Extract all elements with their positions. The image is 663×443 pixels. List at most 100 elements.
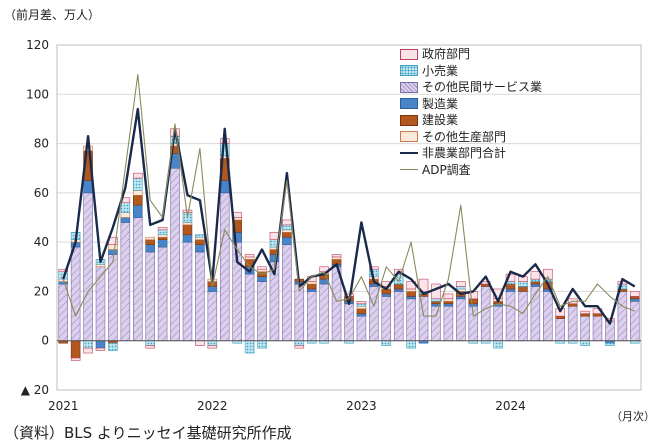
y-tick-label: 60 bbox=[34, 186, 49, 200]
y-tick-label: 80 bbox=[34, 137, 49, 151]
bar-svc-12 bbox=[207, 291, 218, 342]
bar-ret-26 bbox=[381, 340, 392, 346]
bar-ret-12 bbox=[207, 340, 218, 346]
bars bbox=[58, 128, 640, 361]
bar-con-10 bbox=[182, 224, 193, 236]
bar-svc-3 bbox=[95, 266, 106, 342]
bar-oth-18 bbox=[282, 229, 292, 233]
bar-oth-16 bbox=[257, 268, 267, 273]
bar-svc-18 bbox=[282, 244, 292, 342]
bar-svc-40 bbox=[555, 318, 566, 342]
bar-gov-29 bbox=[418, 278, 429, 292]
legend-swatch-oth bbox=[400, 131, 418, 143]
y-tick-label: 100 bbox=[26, 87, 49, 101]
bar-ret-8 bbox=[157, 229, 168, 236]
bar-mfg-20 bbox=[306, 288, 317, 292]
bar-con-46 bbox=[630, 296, 640, 300]
month-label: （月次） bbox=[611, 410, 655, 423]
bar-gov-16 bbox=[257, 266, 267, 270]
bar-svc-41 bbox=[567, 305, 578, 342]
lines bbox=[62, 74, 636, 325]
bar-con-8 bbox=[157, 236, 168, 240]
legend-swatch-mfg bbox=[400, 98, 418, 110]
legend-swatch-gov bbox=[400, 48, 418, 60]
bar-mfg-13 bbox=[219, 180, 230, 194]
legend: 政府部門 小売業 その他民間サービス業 製造業 建設業 その他生産部門 非農業部… bbox=[400, 46, 542, 178]
bar-mfg-8 bbox=[157, 239, 168, 248]
bar-mfg-10 bbox=[182, 234, 193, 243]
legend-line-nfp bbox=[400, 152, 418, 155]
bar-svc-6 bbox=[132, 217, 143, 342]
bar-svc-28 bbox=[406, 298, 416, 342]
legend-label-ret: 小売業 bbox=[422, 63, 459, 78]
bar-svc-32 bbox=[456, 298, 466, 342]
bar-mfg-24 bbox=[356, 313, 367, 317]
bar-mfg-26 bbox=[381, 293, 392, 297]
bar-gov-32 bbox=[456, 281, 466, 287]
bar-svc-26 bbox=[381, 296, 392, 342]
bar-gov-3 bbox=[95, 347, 106, 351]
legend-item-mfg: 製造業 bbox=[400, 96, 542, 113]
bar-gov-24 bbox=[356, 300, 367, 305]
bar-oth-7 bbox=[145, 236, 155, 240]
bar-svc-27 bbox=[393, 291, 404, 342]
bar-svc-2 bbox=[83, 192, 93, 342]
bar-mfg-6 bbox=[132, 204, 143, 218]
bar-ret-42 bbox=[580, 340, 590, 346]
legend-label-gov: 政府部門 bbox=[422, 47, 471, 61]
bar-svc-45 bbox=[617, 291, 628, 342]
bar-mfg-11 bbox=[195, 244, 205, 253]
bar-svc-35 bbox=[493, 305, 503, 342]
bar-mfg-36 bbox=[505, 288, 516, 292]
x-tick-label: 2023 bbox=[346, 399, 377, 413]
bar-oth-8 bbox=[157, 234, 168, 238]
bar-mfg-16 bbox=[257, 276, 267, 282]
axes: 120 100 80 60 40 20 0 ▲ 20 2021 2022 2023 2024 bbox=[21, 38, 642, 413]
bar-con-36 bbox=[505, 283, 516, 290]
bar-mfg-31 bbox=[443, 303, 454, 307]
bar-con-41 bbox=[567, 303, 578, 307]
bar-svc-46 bbox=[630, 300, 640, 342]
bar-svc-30 bbox=[431, 305, 441, 342]
bar-svc-37 bbox=[518, 291, 528, 342]
bar-gov-2 bbox=[83, 347, 93, 354]
bar-mfg-4 bbox=[108, 249, 118, 255]
legend-swatch-con bbox=[400, 114, 418, 126]
bar-svc-16 bbox=[257, 281, 267, 342]
y-tick-label: 40 bbox=[34, 235, 49, 249]
y-tick-label: 20 bbox=[34, 284, 49, 298]
bar-gov-11 bbox=[195, 340, 205, 346]
bar-con-37 bbox=[518, 286, 528, 292]
bar-gov-6 bbox=[132, 172, 143, 179]
bar-ret-4 bbox=[108, 342, 118, 351]
bar-svc-29 bbox=[418, 296, 429, 342]
legend-label-adp: ADP調査 bbox=[422, 162, 471, 177]
bar-con-38 bbox=[530, 281, 541, 285]
bar-gov-22 bbox=[331, 254, 342, 258]
bar-svc-9 bbox=[170, 167, 180, 342]
legend-label-mfg: 製造業 bbox=[422, 96, 459, 111]
bar-svc-7 bbox=[145, 251, 155, 342]
legend-label-nfp: 非農業部門合計 bbox=[422, 146, 507, 160]
legend-label-con: 建設業 bbox=[422, 113, 459, 127]
bar-con-11 bbox=[195, 239, 205, 245]
legend-item-adp: ADP調査 bbox=[400, 162, 542, 179]
legend-item-con: 建設業 bbox=[400, 112, 542, 129]
bar-ret-11 bbox=[195, 234, 205, 238]
bar-svc-24 bbox=[356, 315, 367, 342]
bar-oth-3 bbox=[95, 264, 106, 268]
bar-ret-7 bbox=[145, 340, 155, 346]
bar-gov-1 bbox=[70, 357, 81, 361]
bar-ret-18 bbox=[282, 224, 292, 231]
bar-con-40 bbox=[555, 315, 566, 319]
bar-oth-10 bbox=[182, 222, 193, 226]
plot-frame bbox=[56, 44, 642, 391]
bar-mfg-38 bbox=[530, 283, 541, 287]
bar-mfg-3 bbox=[95, 340, 106, 349]
bar-gov-25 bbox=[369, 266, 379, 270]
bar-gov-39 bbox=[543, 268, 553, 280]
bar-mfg-2 bbox=[83, 180, 93, 194]
bar-oth-15 bbox=[244, 256, 255, 260]
legend-item-nfp: 非農業部門合計 bbox=[400, 145, 542, 162]
legend-item-ret: 小売業 bbox=[400, 63, 542, 80]
